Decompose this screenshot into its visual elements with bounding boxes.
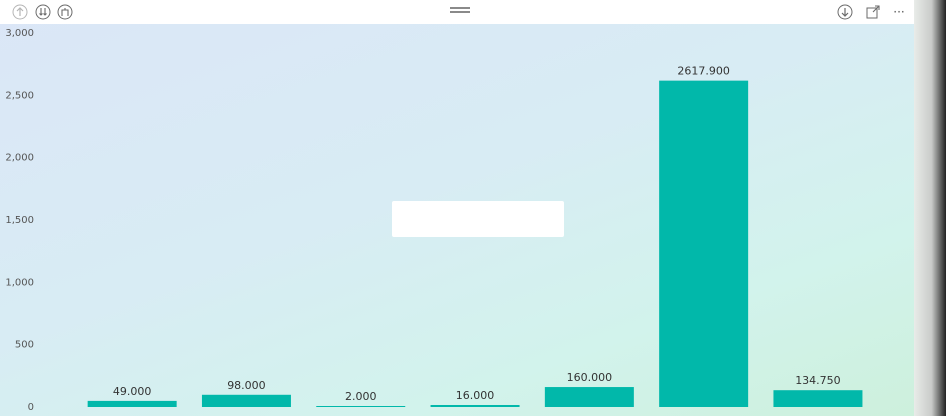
data-label: 134.750: [795, 374, 841, 387]
data-label: 49.000: [113, 385, 152, 398]
data-label: 160.000: [567, 371, 613, 384]
y-tick-label: 3,000: [5, 28, 34, 39]
bar-chart: 0 500 1,000 1,500 2,000 2,500 3,000 49.000 98.00…: [5, 28, 863, 413]
data-label: 2.000: [345, 390, 377, 403]
arrow-up-icon[interactable]: [12, 4, 28, 20]
bar[interactable]: [773, 390, 863, 407]
redacted-overlay: [392, 201, 564, 237]
drag-grip-icon[interactable]: [450, 7, 470, 15]
visual-header: ···: [0, 0, 914, 24]
data-label: 98.000: [227, 379, 266, 392]
chart-visual: ··· 0 500 1,000 1,500 2,000 2,500 3,000 49.000 9…: [0, 0, 914, 416]
window-edge: [914, 0, 946, 416]
bar[interactable]: [659, 80, 749, 407]
bar[interactable]: [87, 400, 177, 407]
bar[interactable]: [316, 406, 406, 407]
y-tick-label: 1,000: [5, 277, 34, 288]
data-label: 2617.900: [677, 65, 730, 78]
y-tick-label: 2,500: [5, 90, 34, 101]
bar[interactable]: [430, 405, 520, 407]
bar[interactable]: [201, 394, 291, 407]
drill-down-double-icon[interactable]: [35, 4, 51, 20]
expand-hierarchy-icon[interactable]: [57, 4, 73, 20]
drill-down-icon[interactable]: [837, 4, 853, 20]
y-tick-label: 1,500: [5, 215, 34, 226]
more-options-icon[interactable]: ···: [893, 5, 905, 19]
y-tick-label: 0: [28, 402, 34, 413]
focus-mode-icon[interactable]: [865, 4, 881, 20]
y-tick-label: 2,000: [5, 153, 34, 164]
y-tick-label: 500: [15, 340, 34, 351]
data-label: 16.000: [456, 389, 495, 402]
bar[interactable]: [544, 387, 634, 407]
